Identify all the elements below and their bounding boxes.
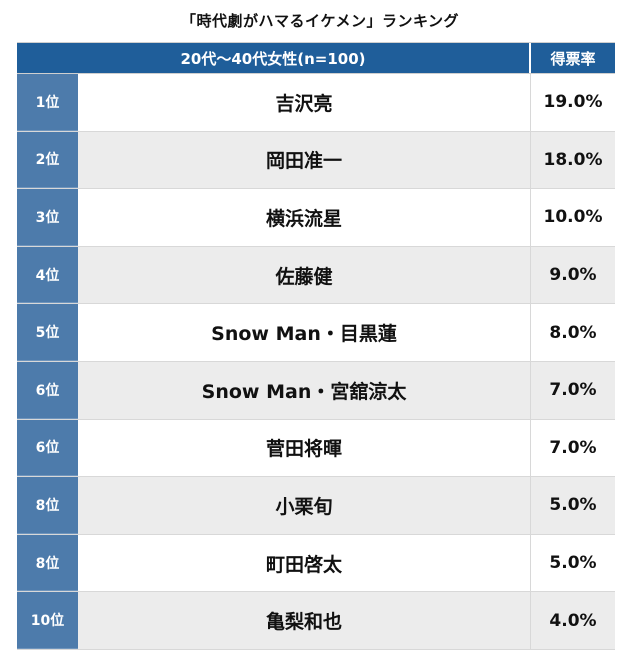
header-respondents: 20代〜40代女性(n=100) — [17, 43, 531, 73]
name-cell: 町田啓太 — [78, 534, 531, 592]
table-body: 1位 吉沢亮 19.0% 2位 岡田准一 18.0% 3位 横浜流星 10.0% 4位 佐藤健 9.0… — [17, 74, 615, 650]
rate-cell: 18.0% — [531, 131, 615, 189]
rank-cell: 2位 — [17, 131, 78, 189]
rate-cell: 7.0% — [531, 419, 615, 477]
name-cell: 岡田准一 — [78, 131, 531, 189]
name-cell: 佐藤健 — [78, 246, 531, 304]
rate-cell: 8.0% — [531, 304, 615, 361]
rank-cell: 1位 — [17, 74, 78, 131]
rank-cell: 6位 — [17, 419, 78, 477]
rate-cell: 7.0% — [531, 361, 615, 419]
name-cell: 菅田将暉 — [78, 419, 531, 477]
rank-cell: 4位 — [17, 246, 78, 304]
table-row: 4位 佐藤健 9.0% — [17, 246, 615, 305]
rank-cell: 6位 — [17, 361, 78, 419]
rate-cell: 5.0% — [531, 534, 615, 592]
name-cell: 亀梨和也 — [78, 592, 531, 649]
rate-cell: 5.0% — [531, 477, 615, 534]
rank-cell: 3位 — [17, 189, 78, 246]
ranking-table: 20代〜40代女性(n=100) 得票率 1位 吉沢亮 19.0% 2位 岡田准一 18.… — [17, 42, 615, 650]
rate-cell: 4.0% — [531, 592, 615, 649]
name-cell: 吉沢亮 — [78, 74, 531, 131]
table-row: 8位 小栗旬 5.0% — [17, 477, 615, 535]
rate-cell: 10.0% — [531, 189, 615, 246]
chart-title: 「時代劇がハマるイケメン」ランキング — [180, 12, 460, 30]
table-row: 10位 亀梨和也 4.0% — [17, 592, 615, 650]
name-cell: Snow Man・宮舘涼太 — [78, 361, 531, 419]
header-vote-rate: 得票率 — [531, 43, 615, 73]
rate-cell: 9.0% — [531, 246, 615, 304]
table-row: 6位 菅田将暉 7.0% — [17, 419, 615, 478]
table-row: 1位 吉沢亮 19.0% — [17, 74, 615, 132]
table-row: 2位 岡田准一 18.0% — [17, 131, 615, 190]
table-header: 20代〜40代女性(n=100) 得票率 — [17, 42, 615, 74]
rank-cell: 10位 — [17, 592, 78, 649]
rank-cell: 5位 — [17, 304, 78, 361]
rank-cell: 8位 — [17, 534, 78, 592]
table-row: 5位 Snow Man・目黒蓮 8.0% — [17, 304, 615, 362]
table-row: 3位 横浜流星 10.0% — [17, 189, 615, 247]
rate-cell: 19.0% — [531, 74, 615, 131]
name-cell: 横浜流星 — [78, 189, 531, 246]
name-cell: 小栗旬 — [78, 477, 531, 534]
table-row: 8位 町田啓太 5.0% — [17, 534, 615, 593]
rank-cell: 8位 — [17, 477, 78, 534]
table-row: 6位 Snow Man・宮舘涼太 7.0% — [17, 361, 615, 420]
name-cell: Snow Man・目黒蓮 — [78, 304, 531, 361]
